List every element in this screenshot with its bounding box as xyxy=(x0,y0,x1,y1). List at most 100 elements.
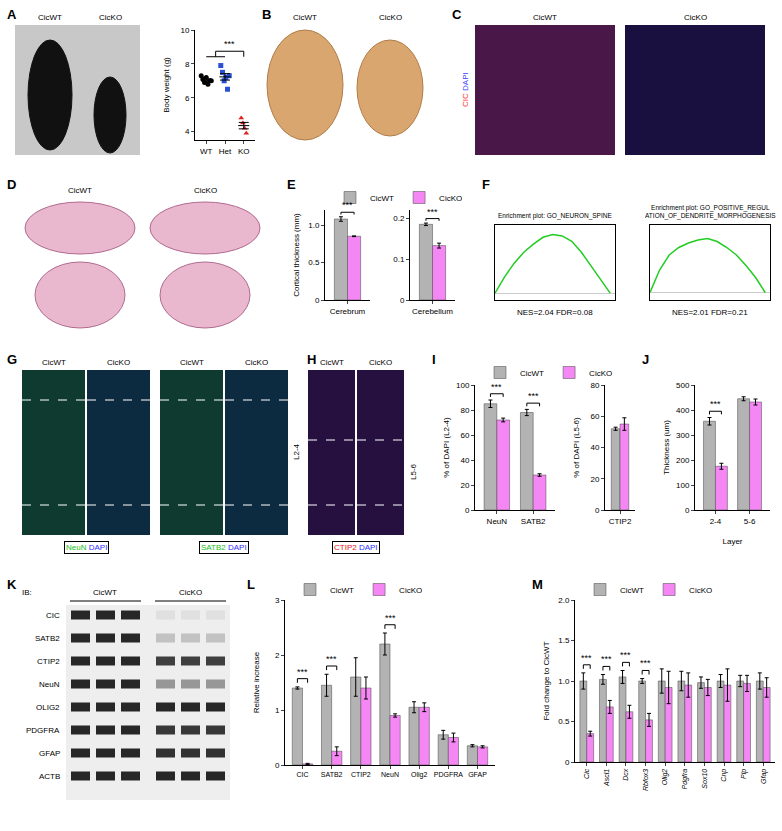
svg-text:CTIP2: CTIP2 xyxy=(351,771,371,778)
svg-text:NeuN: NeuN xyxy=(381,771,399,778)
svg-text:Layer: Layer xyxy=(722,537,742,546)
svg-text:CicWT: CicWT xyxy=(180,358,204,367)
svg-text:CicKO: CicKO xyxy=(194,186,217,195)
svg-text:***: *** xyxy=(710,399,721,409)
svg-text:Fold change to CicWT: Fold change to CicWT xyxy=(542,641,551,720)
svg-text:***: *** xyxy=(427,207,438,217)
svg-text:K: K xyxy=(7,577,17,592)
svg-text:CicKO: CicKO xyxy=(369,358,392,367)
svg-text:SATB2 DAPI: SATB2 DAPI xyxy=(201,543,247,552)
svg-text:CTIP2 DAPI: CTIP2 DAPI xyxy=(334,543,378,552)
svg-text:500: 500 xyxy=(676,381,690,390)
svg-text:CicWT: CicWT xyxy=(93,588,117,597)
svg-text:80: 80 xyxy=(590,381,599,390)
svg-text:I: I xyxy=(432,352,436,367)
svg-text:***: *** xyxy=(601,654,612,664)
svg-text:Ascl1: Ascl1 xyxy=(603,769,610,787)
svg-text:3: 3 xyxy=(275,596,280,605)
svg-text:1.0: 1.0 xyxy=(558,677,570,686)
svg-text:Cic: Cic xyxy=(583,768,590,779)
svg-text:10: 10 xyxy=(180,26,189,35)
svg-text:GFAP: GFAP xyxy=(39,749,60,758)
svg-text:C: C xyxy=(452,7,462,22)
svg-text:L: L xyxy=(247,577,255,592)
svg-text:***: *** xyxy=(342,200,353,210)
svg-text:20: 20 xyxy=(590,475,599,484)
svg-text:CicWT: CicWT xyxy=(533,13,557,22)
svg-text:D: D xyxy=(7,177,16,192)
svg-text:% of DAPI (L2-4): % of DAPI (L2-4) xyxy=(442,417,451,478)
svg-text:L5-6: L5-6 xyxy=(409,463,418,480)
svg-text:CTIP2: CTIP2 xyxy=(37,657,60,666)
svg-text:0: 0 xyxy=(275,761,280,770)
svg-text:Thickness (um): Thickness (um) xyxy=(662,420,671,475)
svg-text:CicKO: CicKO xyxy=(399,586,422,595)
svg-text:NES=2.04 FDR=0.08: NES=2.04 FDR=0.08 xyxy=(517,308,593,317)
svg-text:0: 0 xyxy=(315,296,320,305)
svg-text:M: M xyxy=(532,577,543,592)
svg-text:Olig2: Olig2 xyxy=(661,769,669,785)
svg-text:CicWT: CicWT xyxy=(293,13,317,22)
svg-text:200: 200 xyxy=(676,456,690,465)
svg-text:Enrichment plot: GO_NEURON_SPI: Enrichment plot: GO_NEURON_SPINE xyxy=(498,212,612,220)
svg-text:8: 8 xyxy=(185,60,190,69)
svg-text:100: 100 xyxy=(676,481,690,490)
svg-text:CicKO: CicKO xyxy=(684,13,707,22)
svg-text:6: 6 xyxy=(185,93,190,102)
svg-text:J: J xyxy=(642,352,649,367)
svg-text:0.1: 0.1 xyxy=(393,255,405,264)
svg-text:CicKO: CicKO xyxy=(179,588,202,597)
svg-text:300: 300 xyxy=(676,431,690,440)
svg-text:0: 0 xyxy=(400,296,405,305)
svg-text:CicWT: CicWT xyxy=(42,358,66,367)
svg-text:% of DAPI (L5-6): % of DAPI (L5-6) xyxy=(572,417,581,478)
svg-text:80: 80 xyxy=(460,406,469,415)
svg-text:0: 0 xyxy=(595,506,600,515)
svg-text:0: 0 xyxy=(685,506,690,515)
svg-text:Rbfox3: Rbfox3 xyxy=(642,769,649,791)
svg-text:CicKO: CicKO xyxy=(107,358,130,367)
svg-text:Olig2: Olig2 xyxy=(411,771,427,779)
svg-text:4: 4 xyxy=(185,127,190,136)
svg-text:IB:: IB: xyxy=(22,588,32,597)
svg-text:***: *** xyxy=(297,667,308,677)
svg-text:Dcx: Dcx xyxy=(622,768,629,781)
svg-text:0: 0 xyxy=(465,506,470,515)
svg-text:2.0: 2.0 xyxy=(558,596,570,605)
svg-text:CIC: CIC xyxy=(296,771,308,778)
svg-text:Enrichment plot: GO_POSITIVE_R: Enrichment plot: GO_POSITIVE_REGULATION_… xyxy=(645,204,776,220)
svg-text:NES=2.01 FDR=0.21: NES=2.01 FDR=0.21 xyxy=(672,308,748,317)
svg-text:20: 20 xyxy=(460,481,469,490)
svg-text:***: *** xyxy=(224,39,235,49)
svg-text:ACTB: ACTB xyxy=(39,772,60,781)
svg-text:2-4: 2-4 xyxy=(710,517,722,526)
svg-text:Sox10: Sox10 xyxy=(701,769,708,789)
svg-text:0.2: 0.2 xyxy=(393,214,405,223)
svg-text:B: B xyxy=(262,7,271,22)
svg-text:Cortical thickness (mm): Cortical thickness (mm) xyxy=(292,213,301,297)
svg-text:Cnp: Cnp xyxy=(720,769,728,782)
svg-text:Gfap: Gfap xyxy=(760,769,768,784)
svg-text:CicKO: CicKO xyxy=(439,194,462,203)
svg-text:L2-4: L2-4 xyxy=(292,443,301,460)
svg-text:CicWT: CicWT xyxy=(370,194,394,203)
svg-text:CicKO: CicKO xyxy=(99,13,122,22)
svg-text:***: *** xyxy=(528,391,539,401)
svg-text:60: 60 xyxy=(590,412,599,421)
svg-text:Cerebrum: Cerebrum xyxy=(330,307,366,316)
svg-text:CicKO: CicKO xyxy=(379,13,402,22)
svg-text:CicKO: CicKO xyxy=(689,586,712,595)
svg-text:E: E xyxy=(287,177,296,192)
svg-text:SATB2: SATB2 xyxy=(521,517,546,526)
svg-text:Het: Het xyxy=(219,147,232,156)
svg-text:CicKO: CicKO xyxy=(245,358,268,367)
svg-text:2: 2 xyxy=(275,651,280,660)
svg-text:CicWT: CicWT xyxy=(320,358,344,367)
svg-text:5-6: 5-6 xyxy=(744,517,756,526)
svg-text:1: 1 xyxy=(275,706,280,715)
svg-text:CicWT: CicWT xyxy=(330,586,354,595)
svg-text:Pdgfra: Pdgfra xyxy=(681,769,689,790)
svg-text:NeuN: NeuN xyxy=(487,517,508,526)
svg-text:A: A xyxy=(7,7,17,22)
svg-text:CicWT: CicWT xyxy=(520,369,544,378)
